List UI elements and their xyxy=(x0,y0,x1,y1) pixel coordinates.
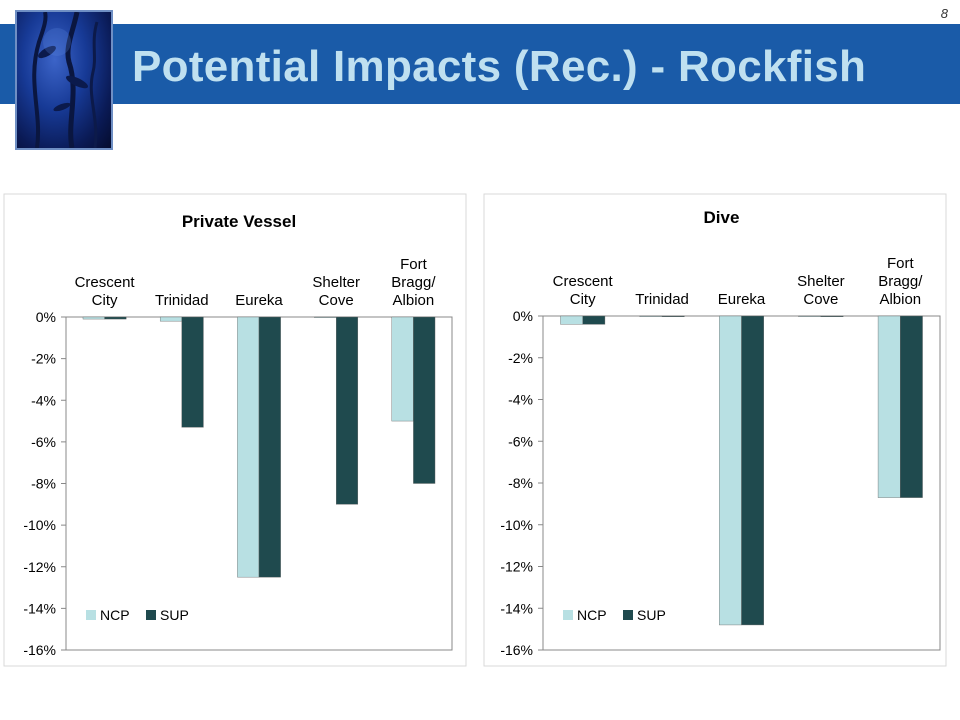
title-band xyxy=(0,24,960,104)
bar-sup xyxy=(820,315,844,318)
chart-border xyxy=(483,193,947,667)
chart-title: Dive xyxy=(704,208,740,227)
y-tick-label: -4% xyxy=(31,392,56,408)
y-tick-label: -10% xyxy=(23,517,56,533)
y-tick-label: -14% xyxy=(500,600,533,616)
category-label: Eureka xyxy=(718,291,766,308)
category-label: Shelter Cove xyxy=(797,273,845,308)
dive-chart: Dive 0% -2% -4% -6% -8% -10% -12% -14% -16% Cresce… xyxy=(483,193,947,667)
y-tick-label: -16% xyxy=(500,642,533,658)
category-label: Shelter Cove xyxy=(312,274,360,309)
legend-label-sup: SUP xyxy=(160,607,189,623)
bar-sup xyxy=(413,316,436,484)
category-label: Fort Bragg/Albion xyxy=(878,255,923,308)
y-tick-label: -16% xyxy=(23,642,56,658)
bar-sup xyxy=(336,316,359,505)
kelp-forest-image xyxy=(32,12,99,148)
y-tick-label: -12% xyxy=(23,559,56,575)
legend-swatch-sup xyxy=(623,610,633,620)
bar-ncp xyxy=(82,316,105,320)
y-tick-label: -6% xyxy=(508,433,533,449)
underwater-photo-thumbnail xyxy=(15,10,113,150)
bar-ncp xyxy=(237,316,260,578)
bar-ncp xyxy=(798,315,822,318)
bar-ncp xyxy=(159,316,183,322)
category-label: Eureka xyxy=(235,292,283,309)
y-tick-label: -4% xyxy=(508,392,533,408)
bar-sup xyxy=(181,316,204,428)
bar-sup xyxy=(741,315,764,626)
bar-ncp xyxy=(719,315,742,626)
legend-swatch-ncp xyxy=(86,610,96,620)
chart-border xyxy=(3,193,467,667)
legend-label-ncp: NCP xyxy=(100,607,130,623)
legend-label-sup: SUP xyxy=(637,607,666,623)
y-tick-label: -6% xyxy=(31,434,56,450)
bar-ncp xyxy=(639,315,663,318)
y-tick-label: -12% xyxy=(500,559,533,575)
y-tick-label: -2% xyxy=(31,351,56,367)
slide-title: Potential Impacts (Rec.) - Rockfish xyxy=(132,42,867,91)
y-tick-label: 0% xyxy=(36,309,56,325)
bar-sup xyxy=(104,316,127,320)
y-tick-label: -8% xyxy=(508,475,533,491)
legend-label-ncp: NCP xyxy=(577,607,607,623)
category-label: Trinidad xyxy=(155,292,209,309)
bar-sup xyxy=(900,315,923,498)
bar-sup xyxy=(661,315,685,318)
bar-ncp xyxy=(391,316,414,422)
y-tick-label: -8% xyxy=(31,476,56,492)
category-label: Crescent City xyxy=(75,274,136,309)
bar-ncp xyxy=(314,316,337,319)
category-label: Trinidad xyxy=(635,291,689,308)
bar-sup xyxy=(582,315,606,325)
legend-swatch-sup xyxy=(146,610,156,620)
y-tick-label: -10% xyxy=(500,517,533,533)
legend-swatch-ncp xyxy=(563,610,573,620)
page-number: 8 xyxy=(940,6,948,21)
private-vessel-chart: Private Vessel 0% -2% -4% -6% -8% -10% -12% -14%… xyxy=(3,193,467,667)
chart-title: Private Vessel xyxy=(182,212,296,231)
y-tick-label: -2% xyxy=(508,350,533,366)
bar-ncp xyxy=(877,315,901,498)
y-tick-label: -14% xyxy=(23,600,56,616)
bar-sup xyxy=(258,316,281,578)
y-tick-label: 0% xyxy=(513,308,533,324)
category-label: Crescent City xyxy=(553,273,614,308)
category-label: Fort Bragg/Albion xyxy=(391,256,436,309)
bar-ncp xyxy=(560,315,583,325)
